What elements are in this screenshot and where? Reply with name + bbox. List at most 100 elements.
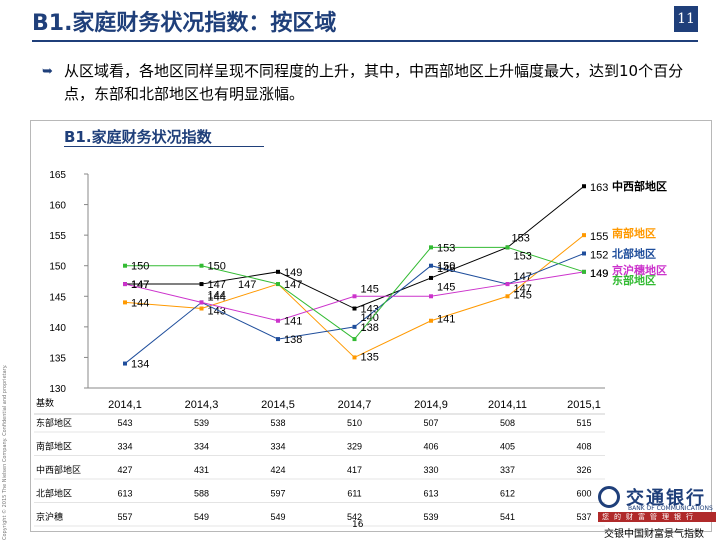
data-label: 147	[131, 279, 149, 291]
data-label: 147	[238, 279, 256, 291]
table-cell: 326	[576, 465, 591, 475]
table-cell: 424	[270, 465, 285, 475]
data-label: 150	[131, 261, 149, 273]
series-point	[505, 282, 510, 287]
series-point	[429, 275, 433, 280]
table-cell: 337	[500, 465, 515, 475]
series-name-label: 南部地区	[612, 226, 656, 240]
series-point	[199, 263, 204, 268]
y-tick-label: 135	[49, 353, 66, 364]
table-header-label: 基数	[36, 397, 54, 409]
data-label: 147	[208, 279, 226, 291]
logo-strip	[598, 512, 716, 522]
data-label: 145	[361, 283, 379, 295]
data-label: 153	[437, 242, 455, 254]
y-tick-label: 160	[49, 201, 66, 212]
table-cell: 597	[270, 489, 285, 499]
table-cell: 417	[347, 465, 362, 475]
table-cell: 539	[194, 418, 209, 428]
data-label: 155	[590, 231, 608, 243]
data-label: 149	[590, 268, 608, 280]
table-row-label: 北部地区	[36, 488, 72, 500]
data-label: 153	[512, 232, 530, 244]
series-point	[352, 337, 357, 342]
data-label: 149	[284, 267, 302, 279]
data-label: 147	[514, 283, 532, 295]
series-point	[276, 337, 280, 342]
footer-page-number: 16	[352, 520, 364, 530]
data-label: 144	[208, 289, 226, 301]
data-label: 143	[208, 306, 226, 318]
data-label: 138	[284, 334, 302, 346]
series-point	[123, 361, 127, 366]
series-point	[352, 294, 357, 299]
table-cell: 431	[194, 465, 209, 475]
table-cell: 537	[576, 512, 591, 522]
table-cell: 557	[117, 512, 132, 522]
series-point	[505, 245, 510, 250]
data-label: 152	[590, 249, 608, 261]
series-point	[505, 294, 510, 299]
logo-strip-text: 您的财富管理银行	[602, 513, 698, 521]
data-label: 138	[361, 322, 379, 334]
y-tick-label: 165	[49, 170, 66, 181]
series-point	[276, 282, 280, 287]
series-point	[199, 282, 204, 287]
y-tick-label: 140	[49, 323, 66, 334]
series-name-label: 京沪穗地区	[612, 263, 667, 277]
series-name-label: 中西部地区	[612, 179, 667, 193]
data-label: 141	[284, 316, 302, 328]
title-underline	[32, 40, 698, 42]
table-cell: 405	[500, 442, 515, 452]
table-cell: 515	[576, 418, 591, 428]
data-label: 147	[131, 279, 149, 291]
series-point	[429, 245, 433, 250]
table-cell: 507	[423, 418, 438, 428]
series-point	[276, 318, 280, 323]
table-cell: 600	[576, 489, 591, 499]
table-row-label: 京沪穗	[36, 511, 63, 523]
data-label: 149	[590, 268, 608, 280]
series-point	[199, 306, 204, 311]
table-cell: 612	[500, 489, 515, 499]
page-number: 11	[674, 6, 698, 32]
table-cell: 408	[576, 442, 591, 452]
table-row-label: 南部地区	[36, 441, 72, 453]
table-cell: 510	[347, 418, 362, 428]
data-label: 135	[361, 351, 379, 363]
data-label: 143	[361, 304, 379, 316]
table-cell: 549	[194, 512, 209, 522]
data-label: 147	[284, 279, 302, 291]
summary-text: 从区域看，各地区同样呈现不同程度的上升，其中，中西部地区上升幅度最大，达到10个…	[64, 62, 684, 103]
data-label: 153	[514, 250, 532, 262]
series-name-label: 东部地区	[612, 273, 656, 287]
table-cell: 588	[194, 489, 209, 499]
y-tick-label: 130	[49, 384, 66, 395]
series-point	[352, 324, 357, 329]
series-point	[199, 300, 204, 305]
series-point	[352, 306, 357, 311]
bank-name-en: BANK OF COMMUNICATIONS	[628, 505, 713, 512]
table-cell: 611	[347, 489, 361, 499]
table-cell: 613	[423, 489, 438, 499]
table-cell: 539	[423, 512, 438, 522]
series-point	[429, 294, 433, 299]
chart-title: B1.家庭财务状况指数	[64, 128, 212, 146]
data-label: 147	[514, 271, 532, 283]
table-cell: 538	[270, 418, 285, 428]
data-label: 163	[590, 182, 608, 194]
series-point	[582, 269, 586, 274]
x-category-label: 2014,7	[338, 399, 372, 411]
table-row-label: 中西部地区	[36, 464, 81, 476]
x-category-label: 2014,3	[185, 399, 219, 411]
table-cell: 613	[117, 489, 132, 499]
series-point	[429, 263, 433, 268]
bank-name-cn: 交通银行	[626, 488, 706, 509]
data-label: 144	[208, 291, 226, 303]
x-category-label: 2014,5	[261, 399, 295, 411]
series-point	[429, 318, 433, 323]
table-cell: 549	[270, 512, 285, 522]
series-point	[582, 184, 586, 189]
table-cell: 406	[423, 442, 438, 452]
